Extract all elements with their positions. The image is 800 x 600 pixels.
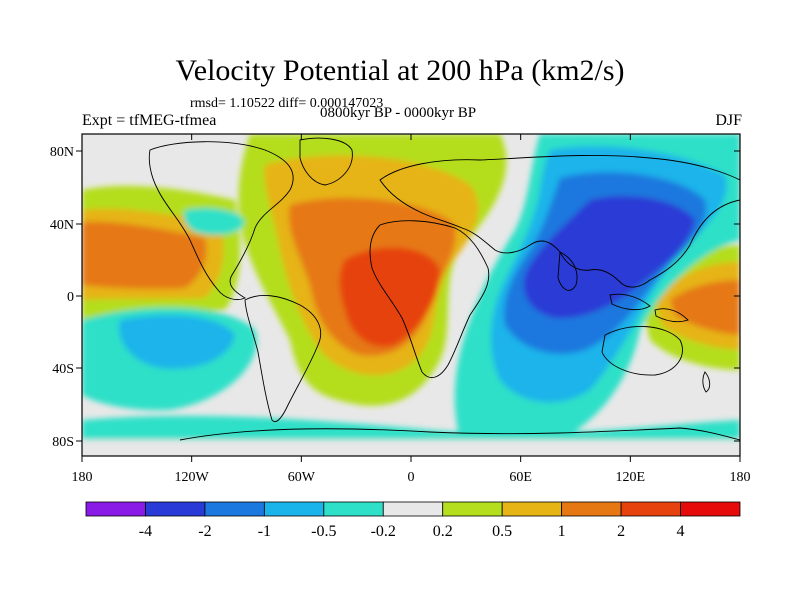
experiment-label: Expt = tfMEG-tfmea <box>82 112 217 129</box>
map-title: Velocity Potential at 200 hPa (km2/s) <box>175 54 625 87</box>
stats-text: rmsd= 1.10522 diff= 0.000147023 <box>190 96 384 111</box>
lat-tick-label: 80S <box>52 435 74 450</box>
colorbar-label: -4 <box>139 523 152 540</box>
colorbar-segment <box>501 501 563 517</box>
lon-tick-label: 120E <box>616 470 646 485</box>
colorbar-label: 0.5 <box>492 523 512 540</box>
colorbar-label: -2 <box>198 523 211 540</box>
period-label: 0800kyr BP - 0000kyr BP <box>320 105 477 121</box>
colorbar-label: -1 <box>258 523 271 540</box>
colorbar-label: 2 <box>617 523 625 540</box>
colorbar-labels: -4 -2 -1 -0.5 -0.2 0.2 0.5 1 2 4 <box>139 523 685 540</box>
colorbar-segment <box>561 501 622 517</box>
lon-tick-label: 0 <box>408 470 415 485</box>
longitude-axis: 180 120W 60W 0 60E 120E 180 <box>72 134 751 485</box>
lon-tick-label: 60W <box>288 470 316 485</box>
lat-tick-label: 0 <box>67 290 74 305</box>
lat-tick-label: 40N <box>50 218 74 233</box>
colorbar-label: -0.2 <box>371 523 396 540</box>
lat-tick-label: 80N <box>50 145 74 160</box>
latitude-axis: 80N 40N 0 40S 80S <box>50 145 740 450</box>
lon-tick-label: 60E <box>509 470 532 485</box>
colorbar-label: 1 <box>558 523 566 540</box>
colorbar <box>85 501 741 517</box>
lat-tick-label: 40S <box>52 362 74 377</box>
colorbar-label: 4 <box>677 523 685 540</box>
colorbar-segment <box>204 501 265 517</box>
colorbar-segment <box>145 501 206 517</box>
lon-tick-label: 120W <box>175 470 210 485</box>
coastlines <box>148 137 740 441</box>
colorbar-segment <box>620 501 681 517</box>
colorbar-label: -0.5 <box>311 523 336 540</box>
contour-field <box>82 134 740 456</box>
colorbar-segment <box>323 501 384 517</box>
colorbar-segment <box>85 501 146 517</box>
colorbar-segment <box>680 501 741 517</box>
colorbar-segment <box>382 501 444 517</box>
colorbar-label: 0.2 <box>433 523 453 540</box>
lon-tick-label: 180 <box>730 470 751 485</box>
lon-tick-label: 180 <box>72 470 93 485</box>
colorbar-segment <box>442 501 503 517</box>
season-label: DJF <box>715 112 742 129</box>
colorbar-segment <box>263 501 325 517</box>
